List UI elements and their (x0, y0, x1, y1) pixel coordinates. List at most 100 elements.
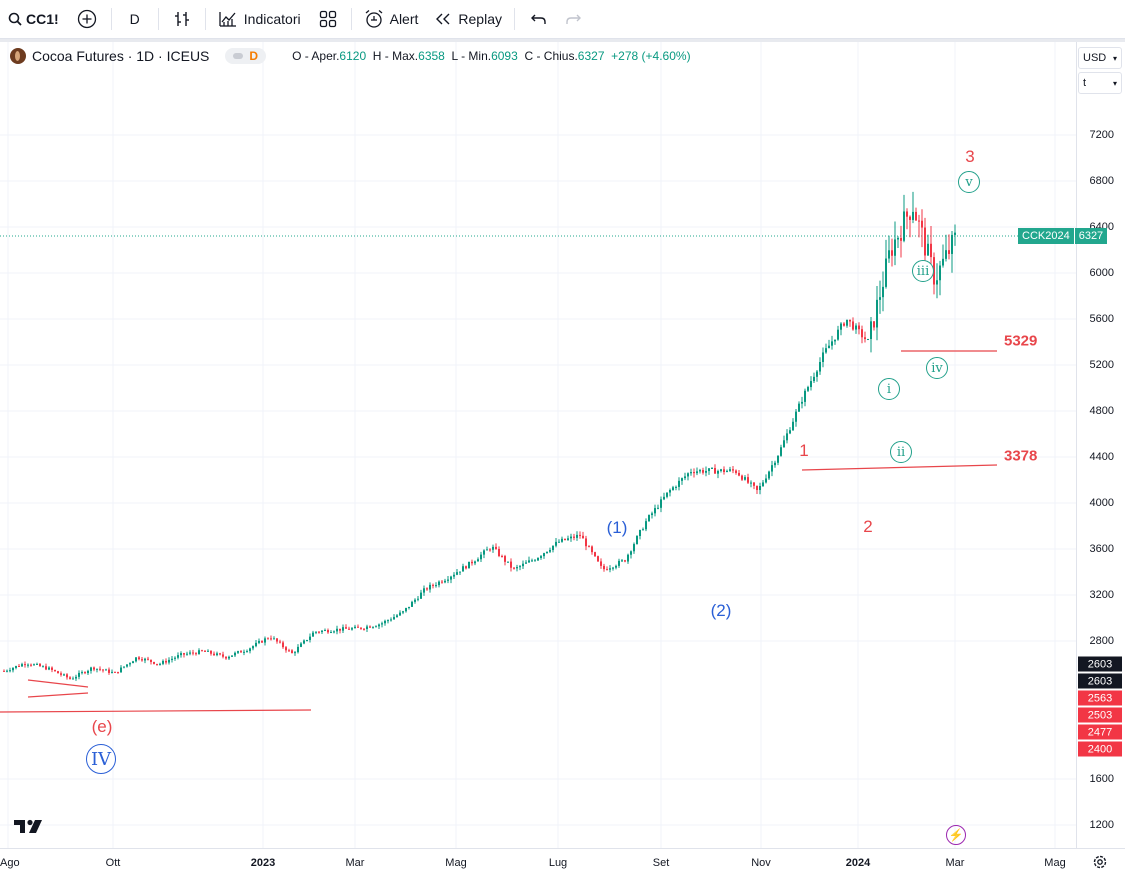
candle-body (789, 430, 791, 434)
price-tick-label: 1600 (1089, 773, 1114, 785)
instrument-title[interactable]: Cocoa Futures · 1D · ICEUS (32, 48, 210, 64)
candlestick-series (3, 191, 956, 681)
chart-type-button[interactable] (163, 0, 201, 38)
candle-body (483, 550, 485, 555)
candle-body (69, 677, 71, 679)
toolbar-divider (350, 8, 352, 30)
candle-body (894, 239, 896, 256)
wave-label-iv[interactable]: iv (926, 357, 948, 379)
candle-body (807, 387, 809, 391)
candle-body (45, 666, 47, 670)
delay-badge-label: D (249, 49, 259, 63)
candle-body (402, 611, 404, 613)
replay-button[interactable]: Replay (426, 0, 510, 38)
interval-button[interactable]: D (129, 11, 140, 27)
candle-body (375, 626, 377, 628)
candle-body (387, 620, 389, 622)
candle-body (408, 606, 410, 608)
price-tick-label: 2800 (1089, 635, 1114, 647)
toolbar-divider (157, 8, 159, 30)
lightning-icon[interactable]: ⚡ (946, 825, 966, 845)
alert-button[interactable]: Alert (356, 0, 427, 38)
candle-body (681, 478, 683, 481)
candle-body (651, 513, 653, 516)
candle-body (846, 319, 848, 326)
symbol-search[interactable]: CC1! (0, 0, 67, 38)
alert-label: Alert (389, 11, 419, 27)
candle-body (9, 670, 11, 672)
replay-label: Replay (458, 11, 502, 27)
candle-body (123, 666, 125, 668)
wave-label-IV[interactable]: IV (86, 744, 116, 774)
candle-body (555, 541, 557, 546)
plus-circle-icon (77, 9, 96, 29)
time-axis[interactable]: Ago Ott 2023 Mar Mag Lug Set Nov 2024 Mar Mag (0, 848, 1125, 885)
layouts-button[interactable] (309, 0, 347, 38)
price-tick-label: 4400 (1089, 451, 1114, 463)
candle-body (348, 628, 350, 630)
candle-body (36, 663, 38, 665)
candle-body (867, 339, 869, 341)
candle-body (696, 471, 698, 474)
candle-body (624, 560, 626, 562)
candle-body (540, 556, 542, 558)
wave-label-1[interactable]: 1 (799, 441, 809, 460)
candle-body (768, 471, 770, 479)
candle-body (528, 560, 530, 563)
candle-body (855, 325, 857, 330)
candle-body (219, 653, 221, 655)
wave-label-ii[interactable]: ii (890, 441, 912, 463)
wave-label-iii[interactable]: iii (912, 260, 934, 282)
candle-body (285, 647, 287, 651)
candle-body (363, 628, 365, 630)
candle-body (282, 642, 284, 648)
wave-label-1-paren[interactable]: (1) (606, 518, 628, 537)
price-chart[interactable] (0, 42, 1125, 884)
level-label-5329[interactable]: 5329 (1004, 332, 1038, 350)
candle-body (99, 668, 101, 670)
currency-label: USD (1083, 52, 1107, 64)
wave-label-2-paren[interactable]: (2) (710, 601, 732, 620)
wave-label-2[interactable]: 2 (863, 517, 873, 536)
candle-body (570, 536, 572, 539)
tradingview-logo-icon[interactable] (14, 818, 46, 834)
candle-body (57, 671, 59, 674)
wave-label-i[interactable]: i (878, 378, 900, 400)
symbol-label: CC1! (26, 11, 59, 27)
wave-label-e[interactable]: (e) (91, 717, 113, 736)
candle-body (243, 651, 245, 653)
currency-select[interactable]: USD ▾ (1078, 47, 1122, 69)
candle-body (705, 470, 707, 473)
rewind-icon (436, 13, 450, 25)
time-tick-label: Lug (548, 857, 568, 869)
undo-button[interactable] (519, 0, 559, 38)
triangle-lower-line (27, 692, 89, 698)
candle-body (258, 640, 260, 643)
candle-body (207, 650, 209, 652)
gear-icon[interactable] (1092, 854, 1108, 870)
candle-body (657, 507, 659, 509)
unit-select[interactable]: t ▾ (1078, 72, 1122, 94)
candle-body (105, 669, 107, 671)
candle-body (645, 521, 647, 530)
wave-label-v[interactable]: v (958, 171, 980, 193)
candle-body (498, 548, 500, 556)
redo-button[interactable] (559, 0, 587, 38)
compare-symbol-button[interactable] (67, 0, 107, 38)
candle-body (171, 658, 173, 660)
delay-badge[interactable]: D (225, 48, 267, 64)
candle-body (801, 401, 803, 404)
price-tick-label: 7200 (1089, 129, 1114, 141)
candle-body (90, 667, 92, 671)
candle-body (753, 482, 755, 486)
candle-body (537, 557, 539, 561)
price-tick-label: 6000 (1089, 267, 1114, 279)
open-label: O - Aper. (292, 49, 340, 63)
candle-body (822, 352, 824, 363)
wave-label-3[interactable]: 3 (965, 147, 975, 166)
open-value: 6120 (339, 49, 367, 63)
indicators-button[interactable]: Indicatori (210, 0, 309, 38)
candle-body (414, 599, 416, 602)
candle-body (732, 469, 734, 471)
level-label-3378[interactable]: 3378 (1004, 447, 1038, 465)
